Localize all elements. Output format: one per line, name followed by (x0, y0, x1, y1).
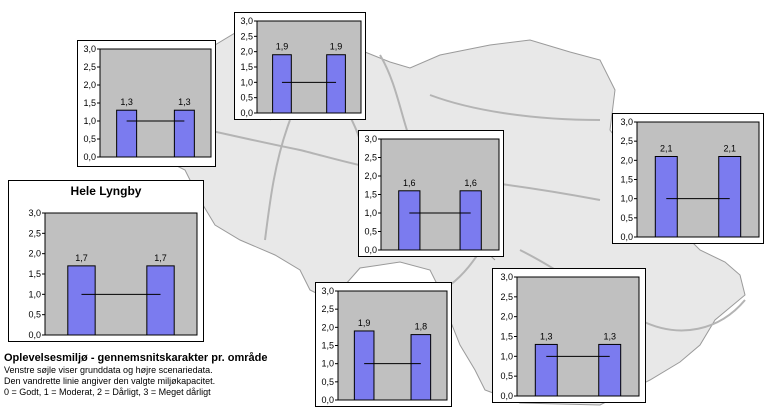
y-tick-label: 1,0 (240, 77, 253, 87)
chart-svg: 0,0 0,5 1,0 1,5 2,0 2,5 3,0 1,9 1,9 (240, 16, 362, 118)
data-label: 1,7 (75, 253, 88, 263)
legend-line-2: Den vandrette linie angiver den valgte m… (4, 376, 216, 386)
y-tick-label: 0,5 (364, 227, 377, 237)
y-tick-label: 3,0 (321, 286, 334, 296)
chart-svg: 0,0 0,5 1,0 1,5 2,0 2,5 3,0 1,9 1,8 (321, 286, 448, 405)
y-tick-label: 0,0 (28, 330, 41, 340)
data-label: 1,7 (154, 253, 167, 263)
data-label: 1,6 (403, 178, 416, 188)
y-tick-label: 0,5 (500, 371, 513, 381)
bar-scenariedata (598, 343, 622, 397)
chart-svg: 0,0 0,5 1,0 1,5 2,0 2,5 3,0 2,1 2,1 (620, 117, 760, 242)
y-tick-label: 1,0 (321, 359, 334, 369)
y-tick-label: 1,0 (364, 208, 377, 218)
y-tick-label: 3,0 (83, 44, 96, 54)
bar-grunddata (654, 156, 678, 238)
y-tick-label: 2,5 (620, 136, 633, 146)
y-tick-label: 1,0 (28, 289, 41, 299)
bar-scenariedata (326, 54, 346, 114)
y-tick-label: 2,0 (364, 171, 377, 181)
data-label: 1,3 (120, 97, 133, 107)
chart-panel-1: 0,0 0,5 1,0 1,5 2,0 2,5 3,0 1,3 1,3 (77, 40, 216, 167)
y-tick-label: 2,5 (321, 304, 334, 314)
chart-svg: 0,0 0,5 1,0 1,5 2,0 2,5 3,0 1,6 1,6 (364, 134, 500, 255)
data-label: 2,1 (723, 144, 736, 154)
y-tick-label: 3,0 (240, 16, 253, 26)
data-label: 1,9 (358, 318, 371, 328)
y-tick-label: 0,0 (364, 245, 377, 255)
y-tick-label: 0,5 (240, 93, 253, 103)
chart-svg: 0,0 0,5 1,0 1,5 2,0 2,5 3,0 1,7 1,7 (28, 208, 198, 340)
y-tick-label: 1,5 (321, 341, 334, 351)
y-tick-label: 2,0 (240, 47, 253, 57)
y-tick-label: 3,0 (500, 272, 513, 282)
bar-grunddata (534, 343, 558, 397)
data-label: 1,6 (464, 178, 477, 188)
data-label: 1,3 (178, 97, 191, 107)
legend: Oplevelsesmiljø - gennemsnitskarakter pr… (4, 352, 304, 398)
data-label: 1,9 (330, 42, 343, 52)
y-tick-label: 2,5 (28, 228, 41, 238)
bar-grunddata (353, 330, 375, 401)
chart-panel-3: 0,0 0,5 1,0 1,5 2,0 2,5 3,0 1,6 1,6 (358, 130, 504, 257)
chart-panel-6: 0,0 0,5 1,0 1,5 2,0 2,5 3,0 1,3 1,3 (492, 268, 646, 403)
bar-scenariedata (718, 156, 742, 238)
legend-title: Oplevelsesmiljø - gennemsnitskarakter pr… (4, 352, 268, 364)
chart-panel-4: 0,0 0,5 1,0 1,5 2,0 2,5 3,0 2,1 2,1 (612, 113, 764, 244)
y-tick-label: 1,5 (364, 190, 377, 200)
chart-svg: 0,0 0,5 1,0 1,5 2,0 2,5 3,0 1,3 1,3 (500, 272, 640, 401)
y-tick-label: 0,0 (500, 391, 513, 401)
y-tick-label: 3,0 (364, 134, 377, 144)
y-tick-label: 1,0 (620, 194, 633, 204)
y-tick-label: 0,5 (620, 213, 633, 223)
y-tick-label: 1,0 (83, 116, 96, 126)
y-tick-label: 2,5 (83, 62, 96, 72)
y-tick-label: 2,0 (83, 80, 96, 90)
legend-line-1: Venstre søjle viser grunddata og højre s… (4, 365, 213, 375)
y-tick-label: 2,0 (321, 322, 334, 332)
y-tick-label: 1,0 (500, 351, 513, 361)
y-tick-label: 0,0 (321, 395, 334, 405)
y-tick-label: 2,5 (500, 292, 513, 302)
bar-scenariedata (146, 265, 175, 336)
data-label: 1,8 (415, 322, 428, 332)
y-tick-label: 2,0 (620, 155, 633, 165)
y-tick-label: 1,5 (83, 98, 96, 108)
y-tick-label: 0,0 (83, 152, 96, 162)
data-label: 1,3 (540, 331, 553, 341)
y-tick-label: 1,5 (500, 332, 513, 342)
chart-title: Hele Lyngby (70, 184, 142, 198)
y-tick-label: 2,0 (28, 249, 41, 259)
chart-panel-2: 0,0 0,5 1,0 1,5 2,0 2,5 3,0 1,9 1,9 (234, 12, 366, 120)
y-tick-label: 3,0 (620, 117, 633, 127)
data-label: 1,9 (276, 42, 289, 52)
bar-grunddata (398, 190, 421, 251)
data-label: 2,1 (660, 144, 673, 154)
y-tick-label: 2,5 (240, 31, 253, 41)
bar-grunddata (67, 265, 96, 336)
y-tick-label: 0,0 (620, 232, 633, 242)
y-tick-label: 0,0 (240, 108, 253, 118)
y-tick-label: 2,0 (500, 312, 513, 322)
bar-scenariedata (410, 334, 432, 401)
chart-svg: 0,0 0,5 1,0 1,5 2,0 2,5 3,0 1,3 1,3 (83, 44, 212, 162)
y-tick-label: 0,5 (83, 134, 96, 144)
data-label: 1,3 (603, 331, 616, 341)
y-tick-label: 1,5 (620, 175, 633, 185)
y-tick-label: 1,5 (240, 62, 253, 72)
legend-line-3: 0 = Godt, 1 = Moderat, 2 = Dårligt, 3 = … (4, 387, 211, 397)
y-tick-label: 1,5 (28, 269, 41, 279)
bar-grunddata (272, 54, 292, 114)
y-tick-label: 0,5 (321, 377, 334, 387)
chart-panel-hele-lyngby: 0,0 0,5 1,0 1,5 2,0 2,5 3,0 1,7 1,7 Hele Lyngby (8, 180, 204, 342)
y-tick-label: 2,5 (364, 153, 377, 163)
chart-panel-5: 0,0 0,5 1,0 1,5 2,0 2,5 3,0 1,9 1,8 (315, 282, 452, 407)
y-tick-label: 0,5 (28, 310, 41, 320)
bar-scenariedata (459, 190, 482, 251)
bar-scenariedata (173, 109, 195, 158)
y-tick-label: 3,0 (28, 208, 41, 218)
bar-grunddata (116, 109, 138, 158)
